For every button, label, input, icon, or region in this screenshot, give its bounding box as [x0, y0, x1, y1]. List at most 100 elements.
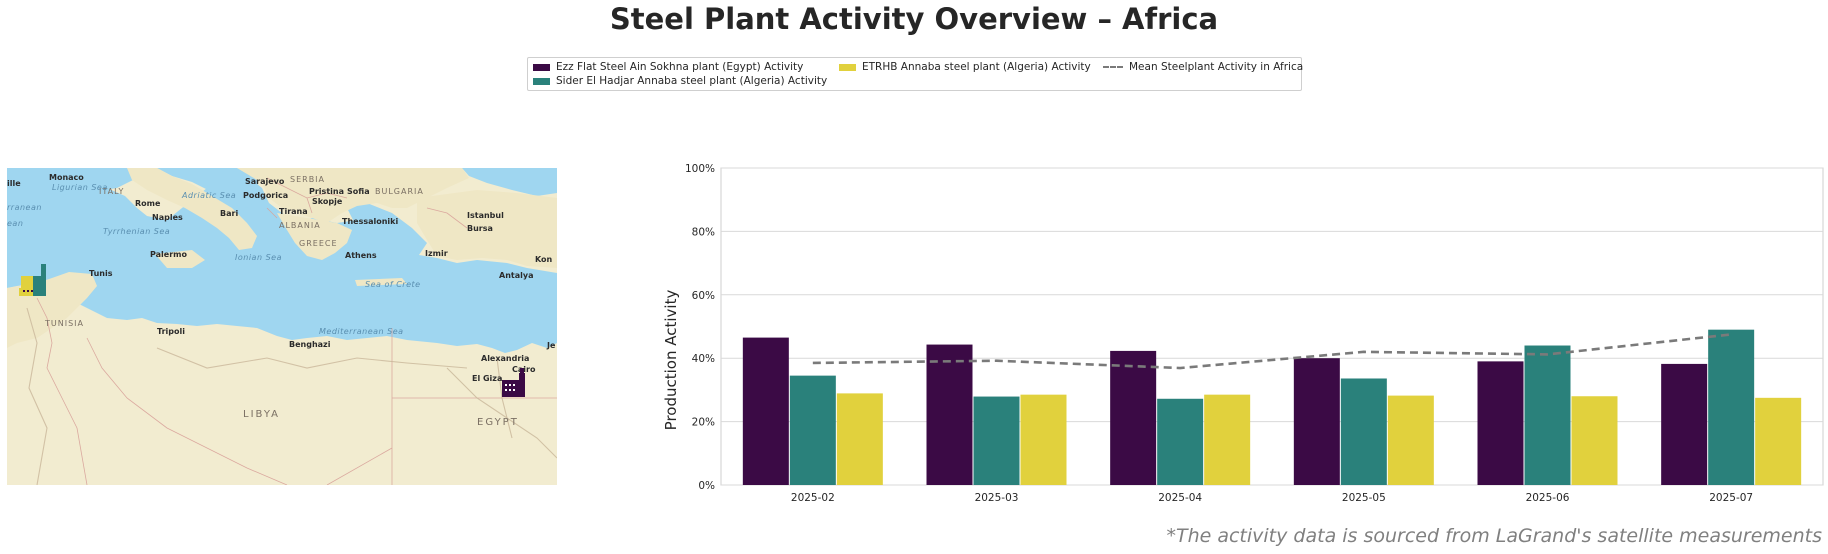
map-balkans [237, 168, 469, 223]
map-crete [355, 278, 407, 286]
map-label-country: GREECE [299, 239, 338, 248]
chart-x-ticks: 2025-02 2025-03 2025-04 2025-05 2025-06 2025-… [791, 492, 1753, 504]
y-tick-label: 0% [698, 480, 715, 492]
chart-y-axis-label: Production Activity [662, 290, 680, 431]
map-label-city: Izmir [425, 249, 448, 258]
map-label-sea: Mediterranean Sea [319, 327, 404, 336]
map-label-city: Pristina [309, 187, 344, 196]
map-label-sea: Tyrrhenian Sea [103, 227, 170, 236]
map-sicily [155, 250, 205, 268]
map-label-city: Monaco [49, 173, 84, 182]
map-label-city: Bursa [467, 224, 493, 233]
y-tick-label: 80% [692, 226, 715, 238]
legend-dash-mean [1103, 66, 1123, 68]
map-label-country-big: EGYPT [477, 417, 519, 428]
map-black-sea [462, 168, 557, 196]
map-label-city: Bari [220, 209, 238, 218]
chart-canvas: 0% 20% 40% 60% 80% 100% 2025-02 2025-03 2025-04… [662, 163, 1824, 504]
chart-grid [720, 167, 1824, 486]
bar-series2-2025-05 [1387, 395, 1434, 485]
legend-label-sider: Sider El Hadjar Annaba steel plant (Alge… [556, 75, 828, 87]
map-label-city: Sarajevo [245, 177, 285, 186]
page-title: Steel Plant Activity Overview – Africa [609, 2, 1219, 36]
map-roads [26, 307, 557, 485]
map-label-sea: rranean [7, 203, 42, 212]
map-canvas: ITALY Adriatic Sea Sarajevo SERBIAPodgorica… [7, 168, 557, 485]
map-label-sea: Adriatic Sea [181, 191, 236, 200]
marker-etrhb-base [19, 288, 41, 296]
map-label-city: Athens [345, 251, 377, 260]
map-marker-sokhna [502, 368, 525, 397]
y-tick-label: 60% [692, 290, 715, 302]
map-label-city: Podgorica [243, 191, 288, 200]
legend-item-etrhb: ETRHB Annaba steel plant (Algeria) Activ… [839, 60, 1091, 74]
x-tick-label: 2025-04 [1158, 492, 1202, 504]
map-label-city: Tunis [89, 269, 113, 278]
map-sea [7, 168, 557, 353]
bar-series0-2025-04 [1110, 350, 1157, 485]
bar-series1-2025-06 [1524, 345, 1571, 485]
legend-item-mean: Mean Steelplant Activity in Africa [1103, 60, 1303, 74]
y-tick-label: 100% [685, 163, 715, 175]
map-borders [36, 177, 557, 485]
chart-y-ticks: 0% 20% 40% 60% 80% 100% [685, 163, 715, 492]
map-label-city: Je [546, 341, 556, 350]
bar-series0-2025-06 [1477, 361, 1524, 485]
map-turkey [417, 190, 557, 268]
map-label-sea: Ionian Sea [235, 253, 282, 262]
legend-label-etrhb: ETRHB Annaba steel plant (Algeria) Activ… [862, 61, 1091, 73]
map-label-city: Benghazi [289, 340, 331, 349]
bar-series1-2025-03 [973, 396, 1020, 485]
legend-swatch-sider [533, 77, 550, 85]
map-labels: ITALY Adriatic Sea Sarajevo SERBIAPodgorica… [7, 173, 556, 428]
map-label-city: Palermo [150, 250, 187, 259]
map-label-city: Alexandria [481, 354, 529, 363]
x-tick-label: 2025-02 [791, 492, 835, 504]
map-label-sea: ean [7, 219, 23, 228]
map-label-country: SERBIA [290, 175, 325, 184]
map-label-city: Naples [152, 213, 183, 222]
map-label-country: ALBANIA [279, 221, 321, 230]
map-label-sea: Ligurian Sea [52, 183, 108, 192]
chart-frame [720, 167, 1824, 486]
legend-swatch-ezz [533, 63, 550, 71]
legend-swatch-etrhb [839, 63, 856, 71]
mean-activity-line [812, 333, 1732, 370]
x-tick-label: 2025-05 [1342, 492, 1386, 504]
activity-bar-chart: 0% 20% 40% 60% 80% 100% 2025-02 2025-03 2025-04… [640, 160, 1825, 514]
map-label-city: Antalya [499, 271, 533, 280]
bar-series1-2025-04 [1157, 398, 1204, 485]
bar-series2-2025-03 [1020, 394, 1067, 485]
marker-sider-body [33, 276, 41, 296]
x-tick-label: 2025-03 [975, 492, 1019, 504]
marker-etrhb-body [21, 276, 33, 290]
data-source-footnote: *The activity data is sourced from LaGra… [1166, 525, 1822, 547]
map-label-city: Tirana [279, 207, 308, 216]
map-label-sea: Sea of Crete [365, 280, 421, 289]
legend-label-mean: Mean Steelplant Activity in Africa [1129, 61, 1304, 73]
legend-item-sider: Sider El Hadjar Annaba steel plant (Alge… [533, 74, 827, 88]
map-label-country: TUNISIA [44, 319, 84, 328]
bar-series0-2025-03 [926, 344, 973, 485]
map-greece [277, 213, 352, 260]
map-label-country: ITALY [99, 187, 124, 196]
map-label-city: Istanbul [467, 211, 504, 220]
bar-series1-2025-02 [789, 375, 836, 485]
map-label-country-big: LIBYA [243, 409, 280, 420]
y-tick-label: 20% [692, 417, 715, 429]
chart-legend: Ezz Flat Steel Ain Sokhna plant (Egypt) … [527, 57, 1303, 91]
map-italy [127, 168, 257, 250]
map-label-city: Sofia [347, 187, 370, 196]
region-map: ITALY Adriatic Sea Sarajevo SERBIA Podgorica… [7, 168, 557, 485]
bar-series1-2025-05 [1340, 378, 1387, 485]
map-label-country: BULGARIA [375, 187, 424, 196]
map-label-city: Kon [535, 255, 553, 264]
marker-ezz-body [502, 380, 519, 397]
chart-mean-line [812, 333, 1732, 370]
map-label-city: El Giza [472, 374, 502, 383]
bar-series1-2025-07 [1708, 329, 1755, 485]
map-label-city: Thessaloniki [342, 217, 398, 226]
marker-sider-chimney [41, 264, 46, 296]
x-tick-label: 2025-07 [1709, 492, 1753, 504]
bar-series0-2025-02 [742, 337, 789, 485]
